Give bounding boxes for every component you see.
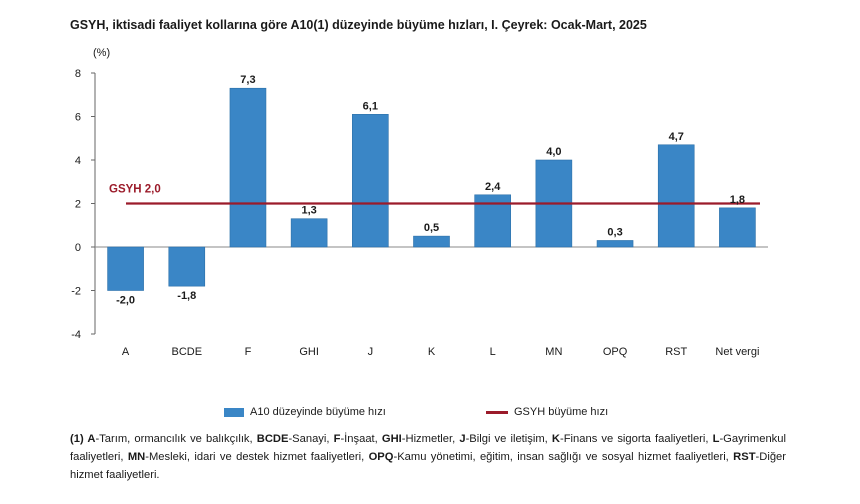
bar-value-label: 6,1: [363, 100, 378, 112]
footnote-code: J: [459, 433, 466, 445]
y-unit-label: (%): [93, 47, 110, 59]
legend-item-line: GSYH büyüme hızı: [486, 406, 608, 418]
x-tick-label: RST: [665, 346, 687, 358]
x-tick-label: K: [428, 346, 436, 358]
legend-label-bars: A10 düzeyinde büyüme hızı: [250, 406, 386, 418]
y-tick-label: -2: [71, 286, 81, 298]
footnote: (1) A-Tarım, ormancılık ve balıkçılık, B…: [70, 430, 786, 484]
bar-value-label: 4,0: [546, 146, 561, 158]
footnote-code: F: [333, 433, 341, 445]
x-tick-label: Net vergi: [715, 346, 759, 358]
bar-value-label: 1,8: [730, 194, 745, 206]
bar-value-label: 2,4: [485, 181, 501, 193]
footnote-text: -İnşaat,: [340, 433, 382, 445]
bar-value-label: 7,3: [240, 74, 255, 86]
bar-ghi: [290, 218, 328, 248]
footnote-code: L: [712, 433, 720, 445]
bar-net-vergi: [719, 207, 756, 248]
chart-title: GSYH, iktisadi faaliyet kollarına göre A…: [70, 18, 647, 32]
x-tick-label: F: [245, 346, 252, 358]
footnote-code: BCDE: [256, 433, 289, 445]
footnote-text: -Hizmetler,: [401, 433, 460, 445]
x-tick-label: A: [122, 346, 130, 358]
bar-chart: (%) -4 -2 0 2 4 6 8 GSYH 2,0 -2,0 -1,8 7,3 1,3 6,1…: [71, 47, 768, 358]
bar-bcde: [168, 246, 206, 287]
bar-a: [107, 246, 144, 291]
legend-bar-swatch: [224, 407, 244, 417]
reference-line-group: GSYH 2,0: [109, 184, 760, 205]
legend: A10 düzeyinde büyüme hızı GSYH büyüme hı…: [0, 406, 860, 424]
x-tick-label: OPQ: [603, 346, 628, 358]
legend-label-line: GSYH büyüme hızı: [514, 406, 609, 418]
bar-rst: [657, 144, 695, 248]
footnote-code: MN: [127, 451, 146, 463]
bar-value-label: -1,8: [177, 290, 196, 302]
x-tick-label: GHI: [299, 346, 319, 358]
footnote-text: -Bilgi ve iletişim,: [465, 433, 552, 445]
footnote-code: OPQ: [368, 451, 394, 463]
footnote-text: -Kamu yönetimi, eğitim, insan sağlığı ve…: [393, 451, 734, 463]
footnote-text: -Diğer hizmet faaliyetleri.: [70, 451, 787, 481]
legend-line-swatch: [486, 410, 508, 414]
x-axis-labels: A BCDE F GHI J K L MN OPQ RST Net vergi: [122, 346, 760, 358]
y-tick-label: 6: [75, 112, 81, 124]
footnote-text: -Tarım, ormancılık ve balıkçılık,: [95, 433, 257, 445]
legend-item-bars: A10 düzeyinde büyüme hızı: [224, 406, 386, 418]
x-tick-label: MN: [545, 346, 562, 358]
bar-value-labels: -2,0 -1,8 7,3 1,3 6,1 0,5 2,4 4,0 0,3 4,7 1,8: [116, 74, 745, 306]
bar-value-label: -2,0: [116, 295, 135, 307]
footnote-text: -Gayrimenkul faaliyetleri,: [70, 433, 786, 463]
footnote-code: (1) A: [70, 433, 96, 445]
footnote-code: GHI: [381, 433, 402, 445]
y-tick-label: 2: [75, 199, 81, 211]
bar-j: [352, 114, 389, 248]
bar-value-label: 0,5: [424, 222, 439, 234]
footnote-text: -Mesleki, idari ve destek hizmet faaliye…: [145, 451, 369, 463]
bar-opq: [596, 240, 634, 248]
x-tick-label: L: [490, 346, 496, 358]
footnote-text: -Sanayi,: [288, 433, 334, 445]
footnote-code: RST: [733, 451, 756, 463]
footnote-code: K: [551, 433, 560, 445]
bars: [107, 87, 756, 291]
x-tick-label: BCDE: [171, 346, 202, 358]
bar-k: [413, 235, 450, 248]
y-tick-label: 4: [75, 155, 81, 167]
x-tick-label: J: [368, 346, 374, 358]
bar-value-label: 0,3: [607, 226, 622, 238]
reference-line-label: GSYH 2,0: [109, 184, 161, 196]
y-tick-label: 0: [75, 242, 81, 254]
bar-value-label: 4,7: [669, 131, 684, 143]
bar-value-label: 1,3: [301, 205, 316, 217]
y-tick-label: -4: [71, 329, 81, 341]
y-tick-label: 8: [75, 68, 81, 80]
bar-f: [229, 87, 267, 248]
footnote-text: -Finans ve sigorta faaliyetleri,: [559, 433, 713, 445]
